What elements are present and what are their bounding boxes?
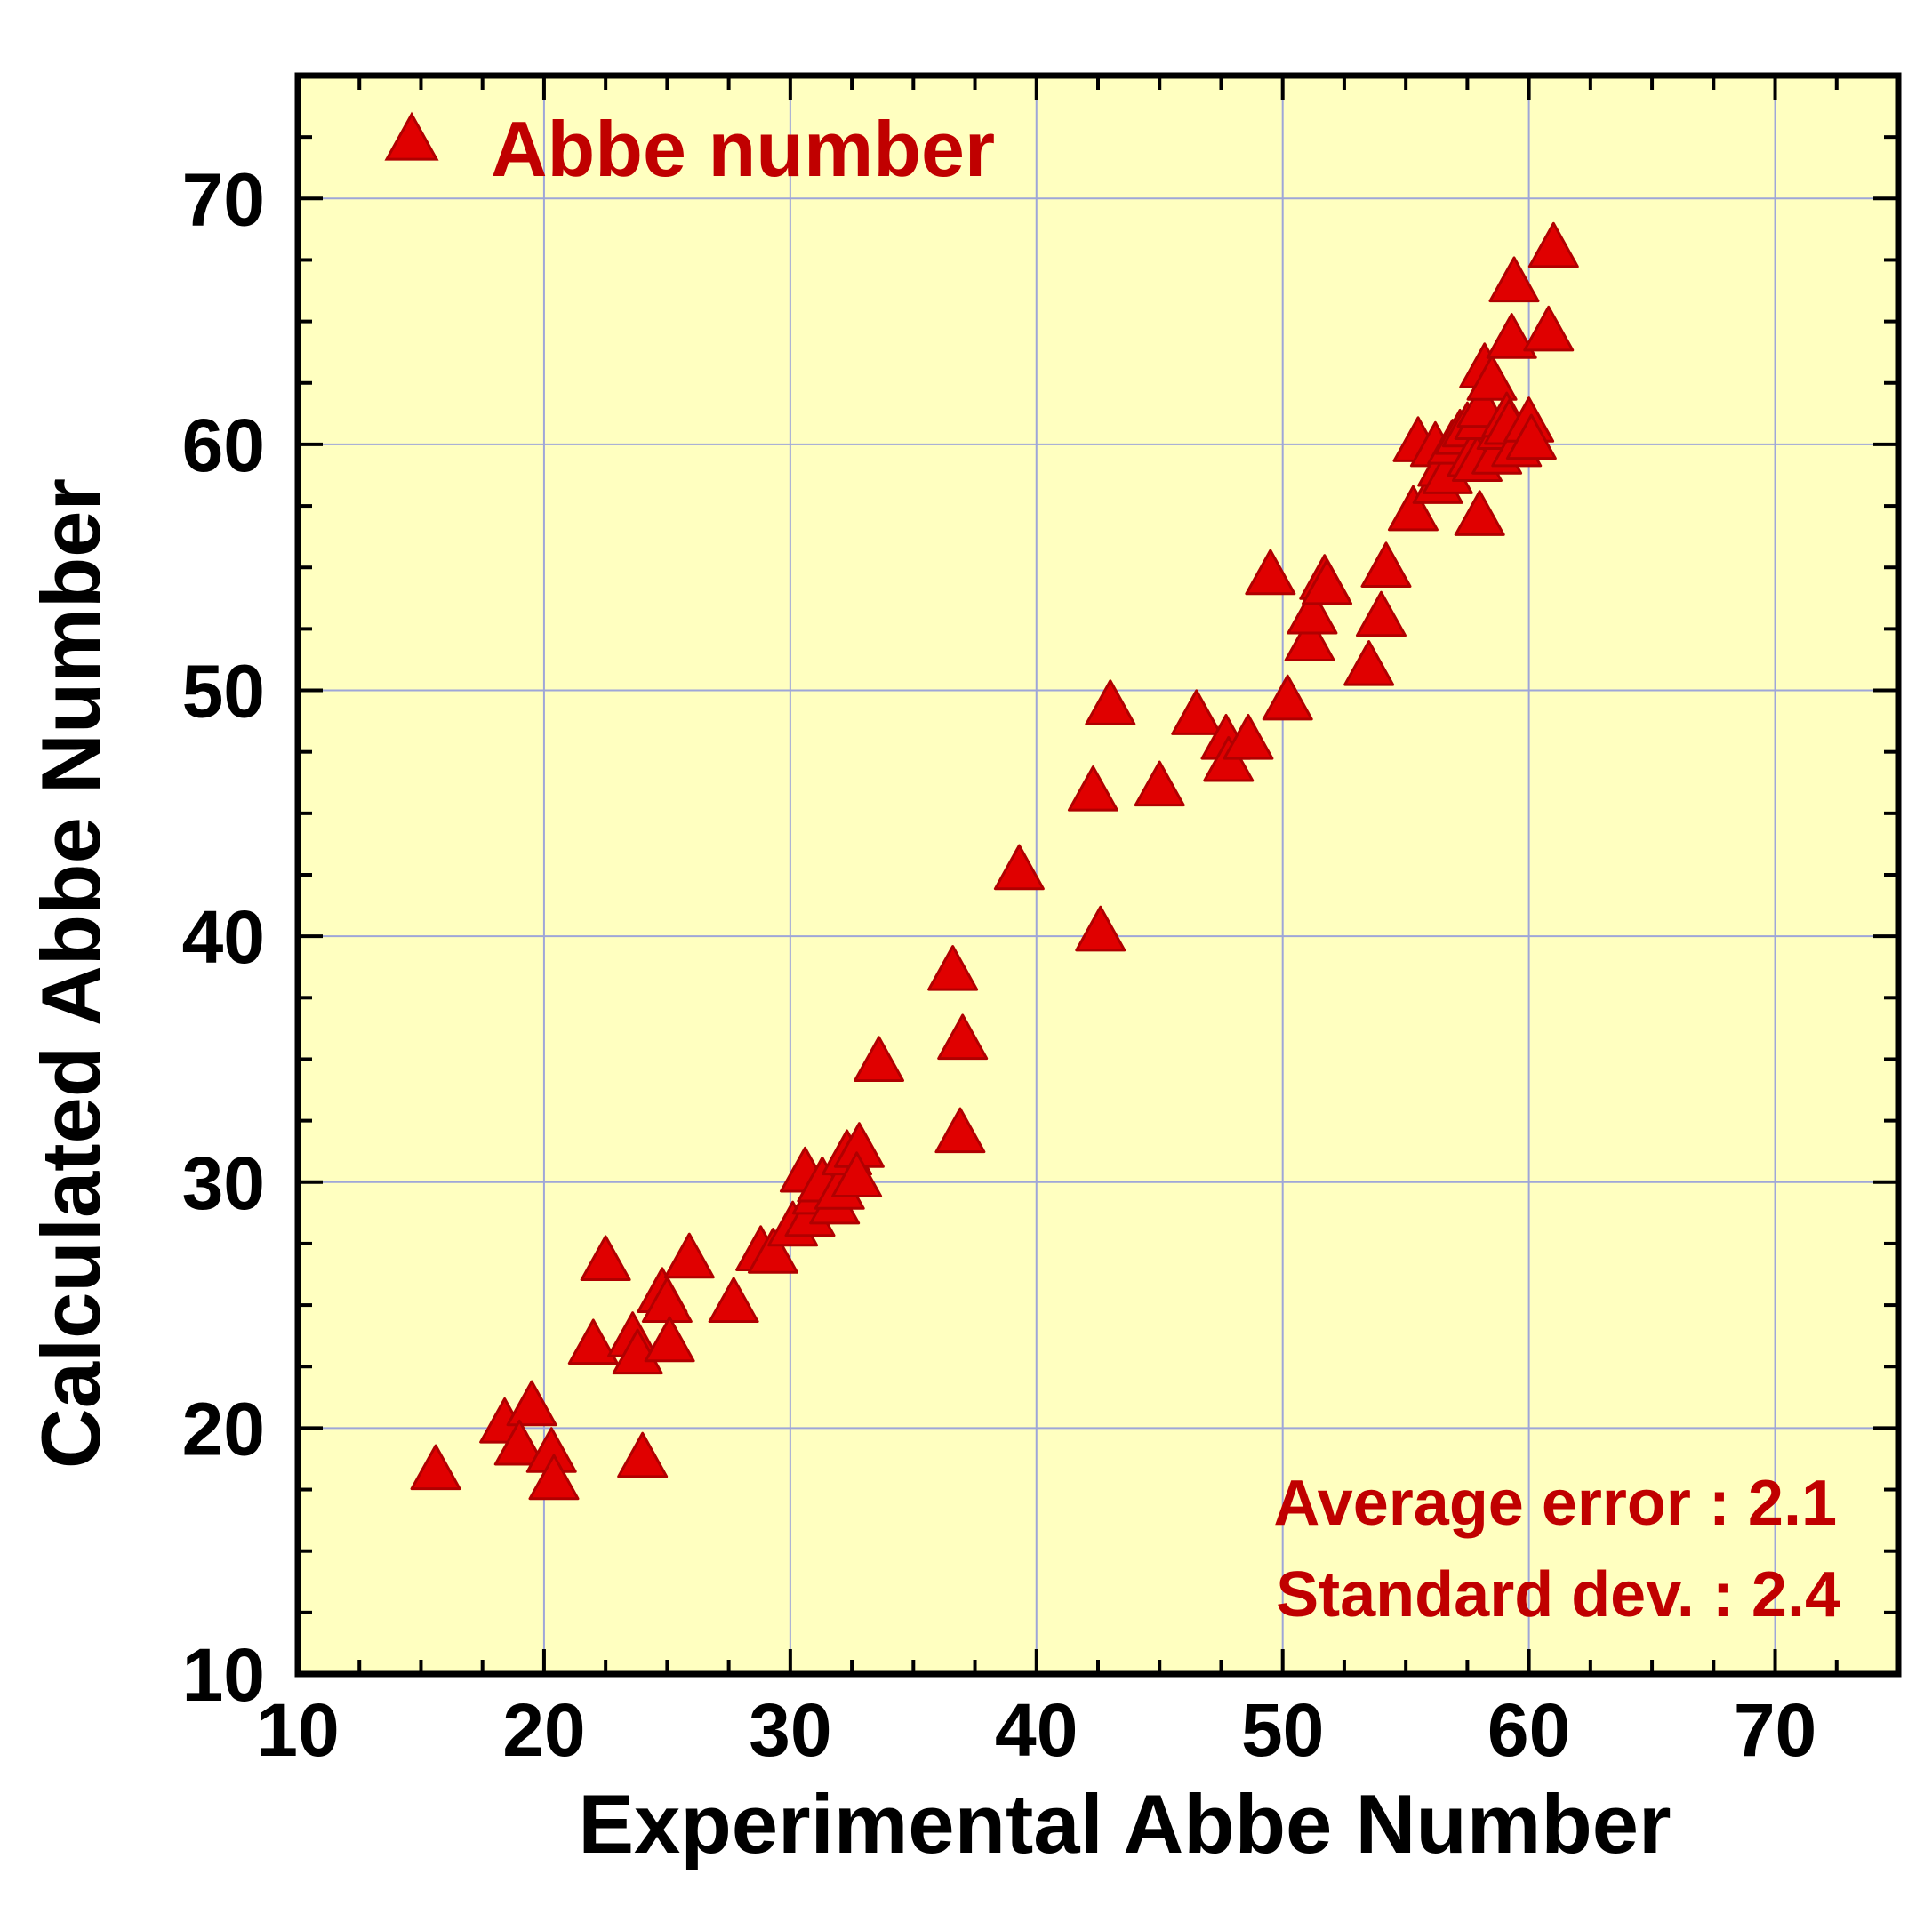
- x-tick-label: 30: [749, 1688, 831, 1772]
- data-point: [927, 945, 979, 991]
- data-point: [1486, 313, 1537, 359]
- y-tick-labels: 10 20 30 40 50 60 70: [182, 157, 265, 1717]
- x-tick-label: 50: [1241, 1688, 1324, 1772]
- data-point: [1223, 713, 1274, 760]
- data-point: [1360, 541, 1412, 588]
- data-points: [410, 221, 1579, 1501]
- y-tick-label: 50: [182, 650, 265, 733]
- annotation-standard-dev: Standard dev. : 2.4: [1276, 1559, 1840, 1630]
- y-tick-label: 20: [182, 1387, 265, 1470]
- data-point: [1287, 588, 1338, 635]
- data-point: [1488, 256, 1540, 303]
- data-point: [993, 844, 1045, 891]
- y-tick-label: 40: [182, 895, 265, 979]
- data-point: [1343, 640, 1395, 686]
- data-point: [1505, 413, 1557, 460]
- x-tick-label: 20: [502, 1688, 585, 1772]
- y-tick-label: 60: [182, 404, 265, 487]
- data-point: [617, 1431, 669, 1478]
- legend-label: Abbe number: [491, 105, 995, 193]
- data-point: [1355, 590, 1407, 637]
- data-point: [1262, 674, 1313, 721]
- data-point: [1302, 558, 1353, 605]
- annotation-average-error: Average error : 2.1: [1273, 1468, 1837, 1539]
- y-axis-title: Calculated Abbe Number: [24, 478, 117, 1469]
- data-point: [937, 1013, 989, 1061]
- data-point: [1454, 490, 1505, 536]
- plot-background: [298, 76, 1898, 1674]
- data-point: [1466, 355, 1518, 401]
- data-point: [663, 1232, 715, 1279]
- legend-triangle-icon: [384, 111, 439, 161]
- x-tick-label: 40: [995, 1688, 1078, 1772]
- data-point: [567, 1318, 619, 1365]
- data-point: [934, 1107, 986, 1154]
- data-point: [747, 1228, 798, 1274]
- data-point: [1075, 905, 1126, 952]
- x-axis-title: Experimental Abbe Number: [578, 1777, 1671, 1870]
- data-point: [854, 1036, 905, 1082]
- data-point: [1245, 549, 1296, 596]
- y-tick-label: 30: [182, 1141, 265, 1225]
- plot-frame: [294, 72, 1902, 1678]
- x-tick-label: 10: [256, 1688, 339, 1772]
- data-point: [831, 1151, 883, 1197]
- data-point: [1527, 221, 1579, 268]
- x-tick-labels: 10 20 30 40 50 60 70: [256, 1688, 1816, 1772]
- data-point: [1067, 765, 1118, 812]
- data-point: [506, 1380, 557, 1427]
- data-point: [1085, 679, 1136, 725]
- legend: Abbe number: [384, 105, 995, 193]
- data-point: [528, 1454, 580, 1501]
- data-point: [1171, 689, 1223, 735]
- x-tick-label: 70: [1734, 1688, 1816, 1772]
- data-point: [1387, 485, 1439, 532]
- data-point: [644, 1316, 695, 1363]
- data-point: [410, 1444, 461, 1491]
- x-tick-label: 60: [1487, 1688, 1570, 1772]
- y-tick-label: 10: [182, 1633, 265, 1717]
- y-tick-label: 70: [182, 157, 265, 241]
- data-point: [708, 1277, 759, 1324]
- data-point: [580, 1235, 631, 1282]
- data-point: [1523, 305, 1575, 352]
- data-point: [1284, 615, 1335, 661]
- data-point: [1134, 760, 1185, 807]
- data-point: [493, 1419, 545, 1466]
